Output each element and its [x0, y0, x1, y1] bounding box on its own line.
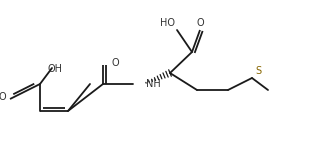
- Text: O: O: [196, 18, 204, 28]
- Text: O: O: [111, 58, 119, 68]
- Text: HO: HO: [160, 18, 175, 28]
- Text: OH: OH: [48, 64, 63, 74]
- Text: S: S: [255, 66, 261, 76]
- Text: NH: NH: [146, 79, 161, 89]
- Text: O: O: [0, 92, 6, 102]
